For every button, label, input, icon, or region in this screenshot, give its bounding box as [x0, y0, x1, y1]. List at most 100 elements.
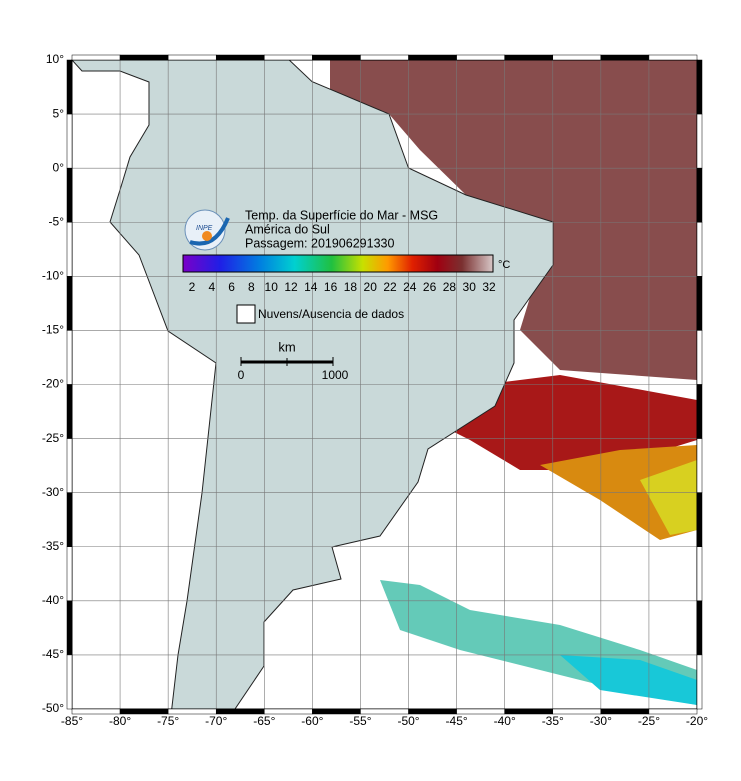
sst-cyan-region [560, 655, 697, 705]
frame-segment [215, 54, 265, 61]
frame-segment [66, 654, 73, 710]
map-area [72, 60, 697, 709]
frame-segment [696, 222, 703, 277]
frame-segment [360, 54, 409, 61]
lat-label: -10° [42, 269, 64, 283]
lon-label: -20° [686, 714, 708, 728]
frame-segment [66, 113, 73, 169]
lon-label: -40° [494, 714, 516, 728]
frame-segment [264, 54, 313, 61]
cloud-legend-swatch [236, 304, 256, 324]
frame-segment [66, 384, 73, 439]
logo-arrow [189, 217, 230, 246]
lon-label: -60° [301, 714, 323, 728]
frame-segment [696, 492, 703, 547]
lat-label: -30° [42, 485, 64, 499]
colorbar-label: 24 [403, 280, 417, 294]
lon-label: -30° [590, 714, 612, 728]
frame-segment [66, 167, 73, 223]
graticule [72, 60, 697, 709]
frame-segment [600, 54, 650, 61]
colorbar-label: 18 [344, 280, 358, 294]
lon-label: -35° [542, 714, 564, 728]
scale-unit: km [278, 339, 295, 354]
lat-label: 5° [53, 106, 65, 120]
sst-yellow-region [640, 460, 697, 535]
lon-label: -50° [397, 714, 419, 728]
frame-segment [119, 54, 169, 61]
lon-label: -45° [446, 714, 468, 728]
frame-segment [66, 438, 73, 493]
lat-label: 0° [53, 160, 65, 174]
title-line: Temp. da Superfície do Mar - MSG [245, 208, 438, 222]
frame-segment [696, 113, 703, 169]
colorbar-label: 2 [189, 280, 196, 294]
frame-segment [66, 222, 73, 277]
frame-segment [66, 546, 73, 602]
frame-segment [66, 330, 73, 385]
frame-ticks [66, 54, 703, 715]
colorbar [182, 254, 494, 273]
colorbar-label: 30 [463, 280, 477, 294]
colorbar-label: 20 [364, 280, 378, 294]
logo-text: INPE [196, 225, 213, 232]
colorbar-label: 10 [265, 280, 279, 294]
lat-label: -5° [49, 214, 65, 228]
frame-segment [66, 492, 73, 547]
colorbar-labels: 2 4 6 8 10 12 14 16 18 20 22 24 26 28 30 32 [189, 280, 496, 294]
frame-segment [552, 54, 602, 61]
lat-label: -15° [42, 323, 64, 337]
frame-segment [696, 384, 703, 439]
scale-end: 1000 [322, 368, 349, 382]
colorbar-label: 22 [383, 280, 397, 294]
frame-segment [66, 59, 73, 115]
cloud-legend-label: Nuvens/Ausencia de dados [258, 307, 404, 321]
frame-segment [696, 167, 703, 223]
frame-segment [167, 54, 217, 61]
lon-label: -70° [205, 714, 227, 728]
lat-label: -45° [42, 647, 64, 661]
frame-segment [696, 546, 703, 602]
lat-label: -35° [42, 539, 64, 553]
frame-segment [696, 600, 703, 656]
frame-segment [456, 54, 505, 61]
lon-label: -75° [157, 714, 179, 728]
frame-segment [648, 708, 698, 715]
lon-label: -80° [109, 714, 131, 728]
lon-label: -55° [349, 714, 371, 728]
frame-segment [696, 59, 703, 115]
axis-labels: 10° 5° 0° -5° -10° -15° -20° -25° -30° -35° -40° -4… [42, 52, 708, 728]
frame-segment [504, 54, 554, 61]
sst-warm-region [330, 60, 697, 380]
frame-segment [312, 54, 361, 61]
lon-label: -25° [638, 714, 660, 728]
frame-segment [66, 276, 73, 331]
colorbar-unit: °C [498, 259, 510, 271]
colorbar-label: 16 [324, 280, 338, 294]
colorbar-label: 12 [284, 280, 298, 294]
colorbar-label: 8 [248, 280, 255, 294]
colorbar-label: 28 [443, 280, 457, 294]
frame-segment [696, 330, 703, 385]
colorbar-label: 14 [304, 280, 318, 294]
lat-label: -40° [42, 593, 64, 607]
colorbar-label: 26 [423, 280, 437, 294]
title-line: Passagem: 201906291330 [245, 236, 394, 250]
title-line: América do Sul [245, 222, 330, 236]
lon-label: -85° [61, 714, 83, 728]
frame-segment [648, 54, 698, 61]
frame-segment [71, 54, 121, 61]
lat-label: -25° [42, 431, 64, 445]
logo: INPE [184, 209, 230, 251]
logo-dot [202, 231, 212, 241]
colorbar-label: 32 [482, 280, 496, 294]
lat-label: -20° [42, 377, 64, 391]
lat-label: 10° [46, 52, 64, 66]
colorbar-label: 6 [228, 280, 235, 294]
colorbar-label: 4 [208, 280, 215, 294]
frame-segment [696, 438, 703, 493]
frame-segment [66, 600, 73, 656]
frame-segment [408, 54, 457, 61]
scale-start: 0 [238, 368, 245, 382]
